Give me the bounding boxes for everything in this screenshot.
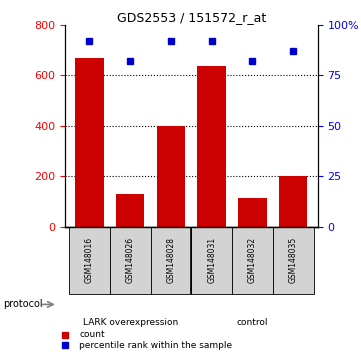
- Text: protocol: protocol: [4, 299, 43, 309]
- Text: percentile rank within the sample: percentile rank within the sample: [79, 341, 232, 350]
- Bar: [75, 58, 104, 227]
- Text: GSM148035: GSM148035: [289, 237, 298, 283]
- Text: GSM148016: GSM148016: [85, 237, 94, 283]
- Text: control: control: [237, 318, 268, 327]
- Bar: [238, 198, 267, 227]
- Text: count: count: [79, 330, 105, 339]
- Bar: [273, 227, 314, 294]
- Text: GSM148028: GSM148028: [166, 237, 175, 283]
- Bar: [232, 227, 273, 294]
- Text: LARK overexpression: LARK overexpression: [83, 318, 178, 327]
- Bar: [197, 67, 226, 227]
- Bar: [191, 227, 232, 294]
- Bar: [279, 176, 308, 227]
- Text: GSM148026: GSM148026: [126, 237, 135, 283]
- Bar: [151, 227, 191, 294]
- Bar: [116, 194, 144, 227]
- Bar: [157, 126, 185, 227]
- Text: GSM148031: GSM148031: [207, 237, 216, 283]
- Title: GDS2553 / 151572_r_at: GDS2553 / 151572_r_at: [117, 11, 266, 24]
- Bar: [69, 227, 110, 294]
- Text: GSM148032: GSM148032: [248, 237, 257, 283]
- Bar: [110, 227, 151, 294]
